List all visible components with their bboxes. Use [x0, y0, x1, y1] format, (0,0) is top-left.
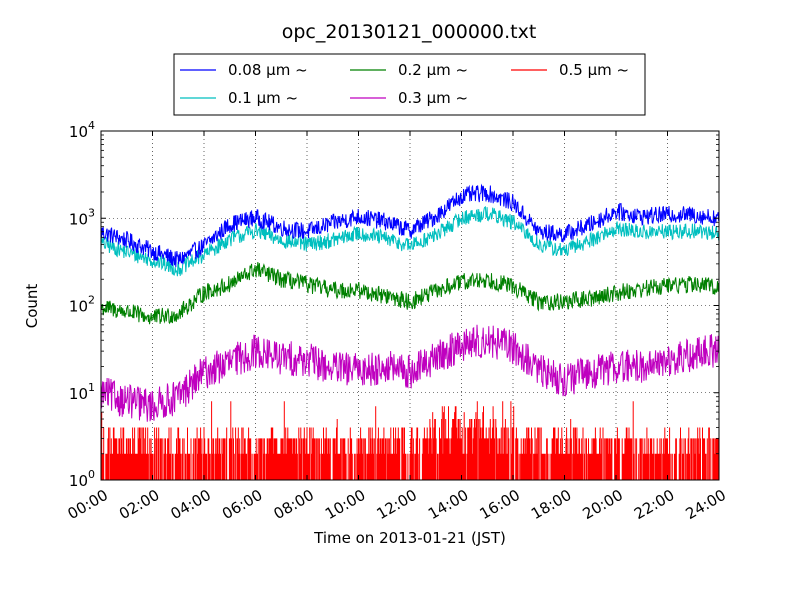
- legend-label: 0.08 μm ~: [228, 61, 308, 79]
- legend-frame: [173, 53, 646, 116]
- x-tick-label: 10:00: [322, 486, 368, 523]
- x-tick-label: 02:00: [116, 486, 162, 523]
- y-tick-label: 101: [69, 381, 95, 403]
- x-tick-label: 08:00: [271, 486, 317, 523]
- x-axis-label: Time on 2013-01-21 (JST): [313, 529, 506, 547]
- x-tick-label: 04:00: [168, 486, 214, 523]
- grid: [101, 131, 719, 480]
- chart-title: opc_20130121_000000.txt: [282, 21, 537, 43]
- legend-label: 0.2 μm ~: [398, 61, 468, 79]
- series-line: [101, 183, 719, 268]
- legend-label: 0.1 μm ~: [228, 89, 298, 107]
- x-tick-label: 12:00: [374, 486, 420, 523]
- series-layer: [101, 183, 719, 480]
- y-tick-label: 102: [69, 294, 95, 316]
- legend-label: 0.3 μm ~: [398, 89, 468, 107]
- x-tick-label: 16:00: [477, 486, 523, 523]
- x-tick-label: 20:00: [580, 486, 626, 523]
- series-line: [101, 401, 719, 480]
- legend: 0.08 μm ~ 0.1 μm ~ 0.2 μm ~ 0.3 μm ~ 0.5 μm …: [173, 53, 646, 116]
- x-tick-label: 18:00: [528, 486, 574, 523]
- series-line: [101, 205, 719, 277]
- legend-label: 0.5 μm ~: [559, 61, 629, 79]
- x-tick-label: 14:00: [425, 486, 471, 523]
- x-tick-label: 00:00: [65, 486, 111, 523]
- y-axis-label: Count: [23, 284, 41, 329]
- y-tick-label: 103: [69, 206, 95, 228]
- y-tick-label: 104: [69, 119, 95, 141]
- series-line: [101, 324, 719, 422]
- x-tick-label: 06:00: [219, 486, 265, 523]
- x-tick-label: 22:00: [631, 486, 677, 523]
- y-tick-label: 100: [69, 468, 95, 490]
- series-line: [101, 262, 719, 325]
- x-tick-label: 24:00: [683, 486, 729, 523]
